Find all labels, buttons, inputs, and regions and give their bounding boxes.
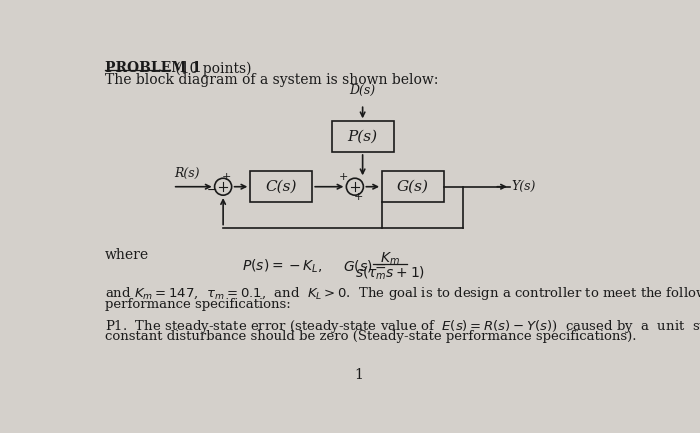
- Text: performance specifications:: performance specifications:: [104, 297, 290, 310]
- Circle shape: [215, 178, 232, 195]
- Text: (10 points): (10 points): [172, 61, 252, 76]
- Bar: [332, 121, 393, 152]
- Text: +: +: [339, 172, 348, 182]
- Bar: [382, 171, 444, 202]
- Text: where: where: [104, 248, 148, 262]
- Text: $P(s)=-K_L,$: $P(s)=-K_L,$: [242, 257, 323, 275]
- Circle shape: [346, 178, 363, 195]
- Text: Y(s): Y(s): [512, 180, 536, 193]
- Bar: [251, 171, 312, 202]
- Text: constant disturbance should be zero (Steady-state performance specifications).: constant disturbance should be zero (Ste…: [104, 330, 636, 343]
- Text: P(s): P(s): [348, 129, 378, 144]
- Text: +: +: [221, 172, 231, 182]
- Text: −: −: [206, 184, 217, 197]
- Text: P1.  The steady-state error (steady-state value of  $E(s)=R(s)-Y(s)$)  caused by: P1. The steady-state error (steady-state…: [104, 318, 700, 335]
- Text: 1: 1: [354, 368, 363, 382]
- Text: and $K_m=147$,  $\tau_m=0.1$,  and  $K_L>0$.  The goal is to design a controller: and $K_m=147$, $\tau_m=0.1$, and $K_L>0$…: [104, 285, 700, 302]
- Text: R(s): R(s): [174, 167, 200, 180]
- Text: +: +: [354, 193, 363, 203]
- Text: $s(\tau_m s+1)$: $s(\tau_m s+1)$: [355, 264, 425, 281]
- Text: PROBLEM 1: PROBLEM 1: [104, 61, 201, 75]
- Text: C(s): C(s): [265, 180, 297, 194]
- Text: The block diagram of a system is shown below:: The block diagram of a system is shown b…: [104, 73, 438, 87]
- Text: G(s): G(s): [397, 180, 429, 194]
- Text: D(s): D(s): [349, 84, 376, 97]
- Text: $G(s)=$: $G(s)=$: [343, 258, 387, 274]
- Text: $K_m$: $K_m$: [380, 251, 400, 267]
